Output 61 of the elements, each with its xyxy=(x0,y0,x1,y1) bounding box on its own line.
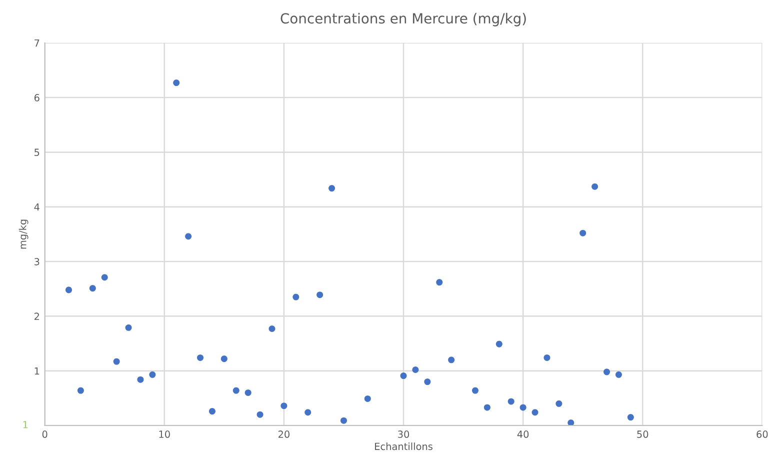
y-tick-label: 2 xyxy=(34,312,39,320)
point xyxy=(520,404,526,411)
y-axis-title: mg/kg xyxy=(18,220,28,249)
point xyxy=(424,378,431,386)
point xyxy=(304,409,312,416)
point xyxy=(292,294,300,300)
point xyxy=(568,420,574,426)
y-tick-label: 6 xyxy=(34,94,40,102)
point xyxy=(592,183,598,190)
point xyxy=(448,356,455,364)
point xyxy=(328,185,336,192)
point xyxy=(484,404,490,411)
point xyxy=(232,387,240,394)
point xyxy=(364,395,371,402)
x-tick-label: 20 xyxy=(278,430,290,438)
point xyxy=(400,372,407,380)
point xyxy=(603,368,610,376)
point xyxy=(544,354,550,361)
point xyxy=(472,387,478,394)
x-tick-label: 50 xyxy=(637,430,648,438)
point xyxy=(615,371,622,378)
y-tick-label: 7 xyxy=(34,39,40,47)
point xyxy=(220,356,228,362)
point xyxy=(77,387,84,394)
point xyxy=(244,389,252,396)
point xyxy=(137,376,144,383)
y-tick-label: 4 xyxy=(34,203,40,211)
x-tick-label: 30 xyxy=(398,430,410,438)
point xyxy=(65,286,72,294)
point xyxy=(627,414,634,421)
point xyxy=(496,340,502,348)
x-tick-label: 40 xyxy=(517,430,529,438)
point xyxy=(101,274,108,281)
point xyxy=(532,409,538,416)
point xyxy=(268,325,276,332)
y-tick-label: 5 xyxy=(34,148,40,156)
point xyxy=(197,354,204,361)
point xyxy=(316,292,324,298)
y-tick-label: 1 xyxy=(34,367,40,375)
y-tick-label: 3 xyxy=(34,258,40,266)
point xyxy=(508,398,514,405)
point xyxy=(208,408,216,415)
x-tick-label: 10 xyxy=(159,430,170,438)
point xyxy=(340,417,347,424)
point xyxy=(556,400,562,407)
point xyxy=(412,366,419,374)
chart-title: Concentrations en Mercure (mg/kg) xyxy=(280,12,526,26)
x-tick-label: 60 xyxy=(756,430,768,438)
point xyxy=(436,279,443,286)
point xyxy=(173,80,180,86)
point xyxy=(149,371,156,378)
point xyxy=(185,233,192,240)
x-tick-label: 0 xyxy=(42,430,48,438)
point xyxy=(89,285,96,292)
text: 1 xyxy=(23,421,28,428)
point xyxy=(113,358,120,365)
point xyxy=(125,324,132,331)
point xyxy=(580,230,586,236)
point xyxy=(280,402,288,410)
point xyxy=(256,411,264,418)
x-axis-title: Echantillons xyxy=(375,442,432,450)
